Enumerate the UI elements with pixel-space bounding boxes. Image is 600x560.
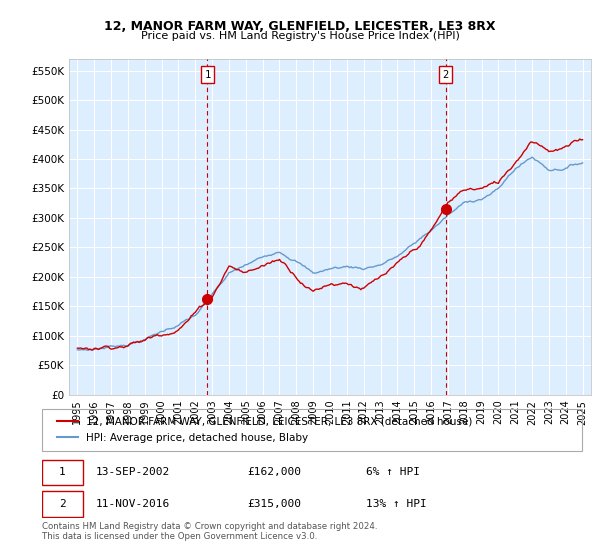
Text: 13-SEP-2002: 13-SEP-2002: [96, 468, 170, 478]
Text: £315,000: £315,000: [247, 499, 301, 509]
Text: Price paid vs. HM Land Registry's House Price Index (HPI): Price paid vs. HM Land Registry's House …: [140, 31, 460, 41]
Text: 2: 2: [59, 499, 65, 509]
Text: Contains HM Land Registry data © Crown copyright and database right 2024.
This d: Contains HM Land Registry data © Crown c…: [42, 522, 377, 542]
Text: 11-NOV-2016: 11-NOV-2016: [96, 499, 170, 509]
Text: £162,000: £162,000: [247, 468, 301, 478]
Text: 1: 1: [59, 468, 65, 478]
Text: 1: 1: [204, 69, 211, 80]
FancyBboxPatch shape: [42, 460, 83, 485]
Legend: 12, MANOR FARM WAY, GLENFIELD, LEICESTER, LE3 8RX (detached house), HPI: Average: 12, MANOR FARM WAY, GLENFIELD, LEICESTER…: [53, 413, 476, 447]
Text: 13% ↑ HPI: 13% ↑ HPI: [366, 499, 427, 509]
Text: 6% ↑ HPI: 6% ↑ HPI: [366, 468, 420, 478]
FancyBboxPatch shape: [42, 492, 83, 517]
Text: 2: 2: [443, 69, 449, 80]
Text: 12, MANOR FARM WAY, GLENFIELD, LEICESTER, LE3 8RX: 12, MANOR FARM WAY, GLENFIELD, LEICESTER…: [104, 20, 496, 32]
